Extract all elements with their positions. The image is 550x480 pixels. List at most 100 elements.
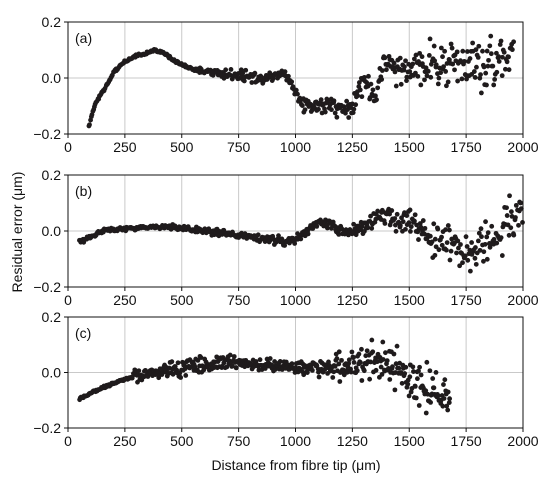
- data-point: [458, 242, 463, 247]
- x-tick-label: 2000: [507, 433, 538, 449]
- data-point: [267, 70, 273, 76]
- data-point: [506, 232, 512, 238]
- data-point: [364, 348, 370, 354]
- data-point: [464, 244, 470, 249]
- data-point: [339, 357, 344, 363]
- data-point: [476, 43, 482, 49]
- data-point: [393, 228, 399, 234]
- data-point: [472, 255, 478, 261]
- data-point: [334, 114, 340, 120]
- data-point: [445, 79, 451, 85]
- data-point: [411, 56, 417, 62]
- data-point: [484, 82, 489, 88]
- data-point: [504, 205, 509, 211]
- data-point: [227, 352, 233, 358]
- data-point: [427, 368, 433, 374]
- data-point: [428, 400, 433, 405]
- data-point: [471, 69, 477, 74]
- data-point: [506, 67, 512, 73]
- data-point: [410, 364, 416, 370]
- data-point: [380, 339, 386, 345]
- data-point: [201, 367, 207, 373]
- data-point: [406, 393, 412, 399]
- y-tick-label: 0.0: [42, 223, 62, 239]
- data-points: [77, 337, 453, 416]
- data-point: [252, 70, 258, 76]
- data-point: [343, 110, 348, 116]
- data-point: [460, 48, 466, 54]
- data-point: [473, 245, 478, 250]
- data-point: [498, 235, 504, 240]
- data-point: [404, 78, 409, 84]
- data-point: [463, 234, 469, 240]
- data-point: [346, 360, 352, 366]
- data-point: [326, 359, 331, 365]
- data-point: [426, 53, 432, 58]
- data-point: [478, 226, 484, 232]
- data-point: [387, 211, 392, 217]
- data-point: [298, 236, 304, 242]
- data-point: [402, 64, 407, 70]
- data-point: [398, 81, 404, 87]
- data-point: [382, 221, 388, 226]
- data-point: [506, 54, 511, 60]
- panel-label: (c): [75, 325, 91, 341]
- data-point: [349, 349, 355, 355]
- data-points: [86, 33, 517, 129]
- data-point: [282, 243, 288, 248]
- data-point: [367, 376, 373, 382]
- data-point: [504, 59, 510, 65]
- data-point: [336, 349, 342, 355]
- data-point: [403, 364, 409, 370]
- data-point: [417, 50, 423, 56]
- data-point: [408, 229, 413, 234]
- data-point: [483, 70, 489, 76]
- data-point: [441, 64, 446, 70]
- data-point: [382, 55, 388, 61]
- data-point: [412, 384, 418, 389]
- data-point: [407, 69, 413, 74]
- data-point: [400, 219, 406, 225]
- data-point: [509, 47, 515, 53]
- data-point: [433, 62, 439, 68]
- panel-label: (a): [75, 30, 92, 46]
- data-point: [436, 247, 442, 253]
- data-point: [489, 223, 495, 229]
- data-point: [365, 225, 371, 231]
- x-tick-label: 1250: [337, 433, 368, 449]
- data-point: [255, 232, 261, 238]
- data-point: [473, 47, 479, 53]
- panel-3: 0 250 500 750 1000 1250 1500 1750 2000 −0.2 0.0 0.2…: [33, 309, 538, 449]
- data-point: [231, 354, 237, 359]
- data-point: [293, 87, 299, 93]
- data-point: [391, 351, 397, 357]
- x-tick-label: 1500: [394, 139, 425, 155]
- data-point: [420, 218, 426, 223]
- data-point: [356, 80, 362, 85]
- data-point: [412, 212, 418, 218]
- data-point: [441, 396, 447, 401]
- data-point: [484, 234, 490, 240]
- data-point: [511, 232, 517, 238]
- data-point: [464, 49, 470, 54]
- data-point: [359, 378, 365, 383]
- data-point: [425, 68, 431, 74]
- data-point: [344, 98, 350, 104]
- data-point: [482, 241, 488, 247]
- y-tick-label: 0.2: [42, 167, 62, 183]
- data-point: [490, 63, 496, 69]
- data-point: [397, 223, 403, 228]
- x-tick-label: 250: [113, 433, 137, 449]
- data-point: [359, 224, 365, 229]
- y-tick-label: −0.2: [33, 279, 61, 295]
- x-tick-label: 1750: [451, 139, 482, 155]
- data-point: [456, 245, 461, 251]
- data-point: [302, 107, 308, 113]
- data-point: [438, 70, 444, 76]
- data-point: [455, 238, 461, 244]
- data-point: [487, 43, 493, 49]
- data-point: [485, 63, 491, 69]
- panel-2: 0 250 500 750 1000 1250 1500 1750 2000 −0.2 0.0 0.2…: [33, 167, 538, 308]
- data-point: [441, 382, 446, 387]
- data-point: [407, 374, 413, 380]
